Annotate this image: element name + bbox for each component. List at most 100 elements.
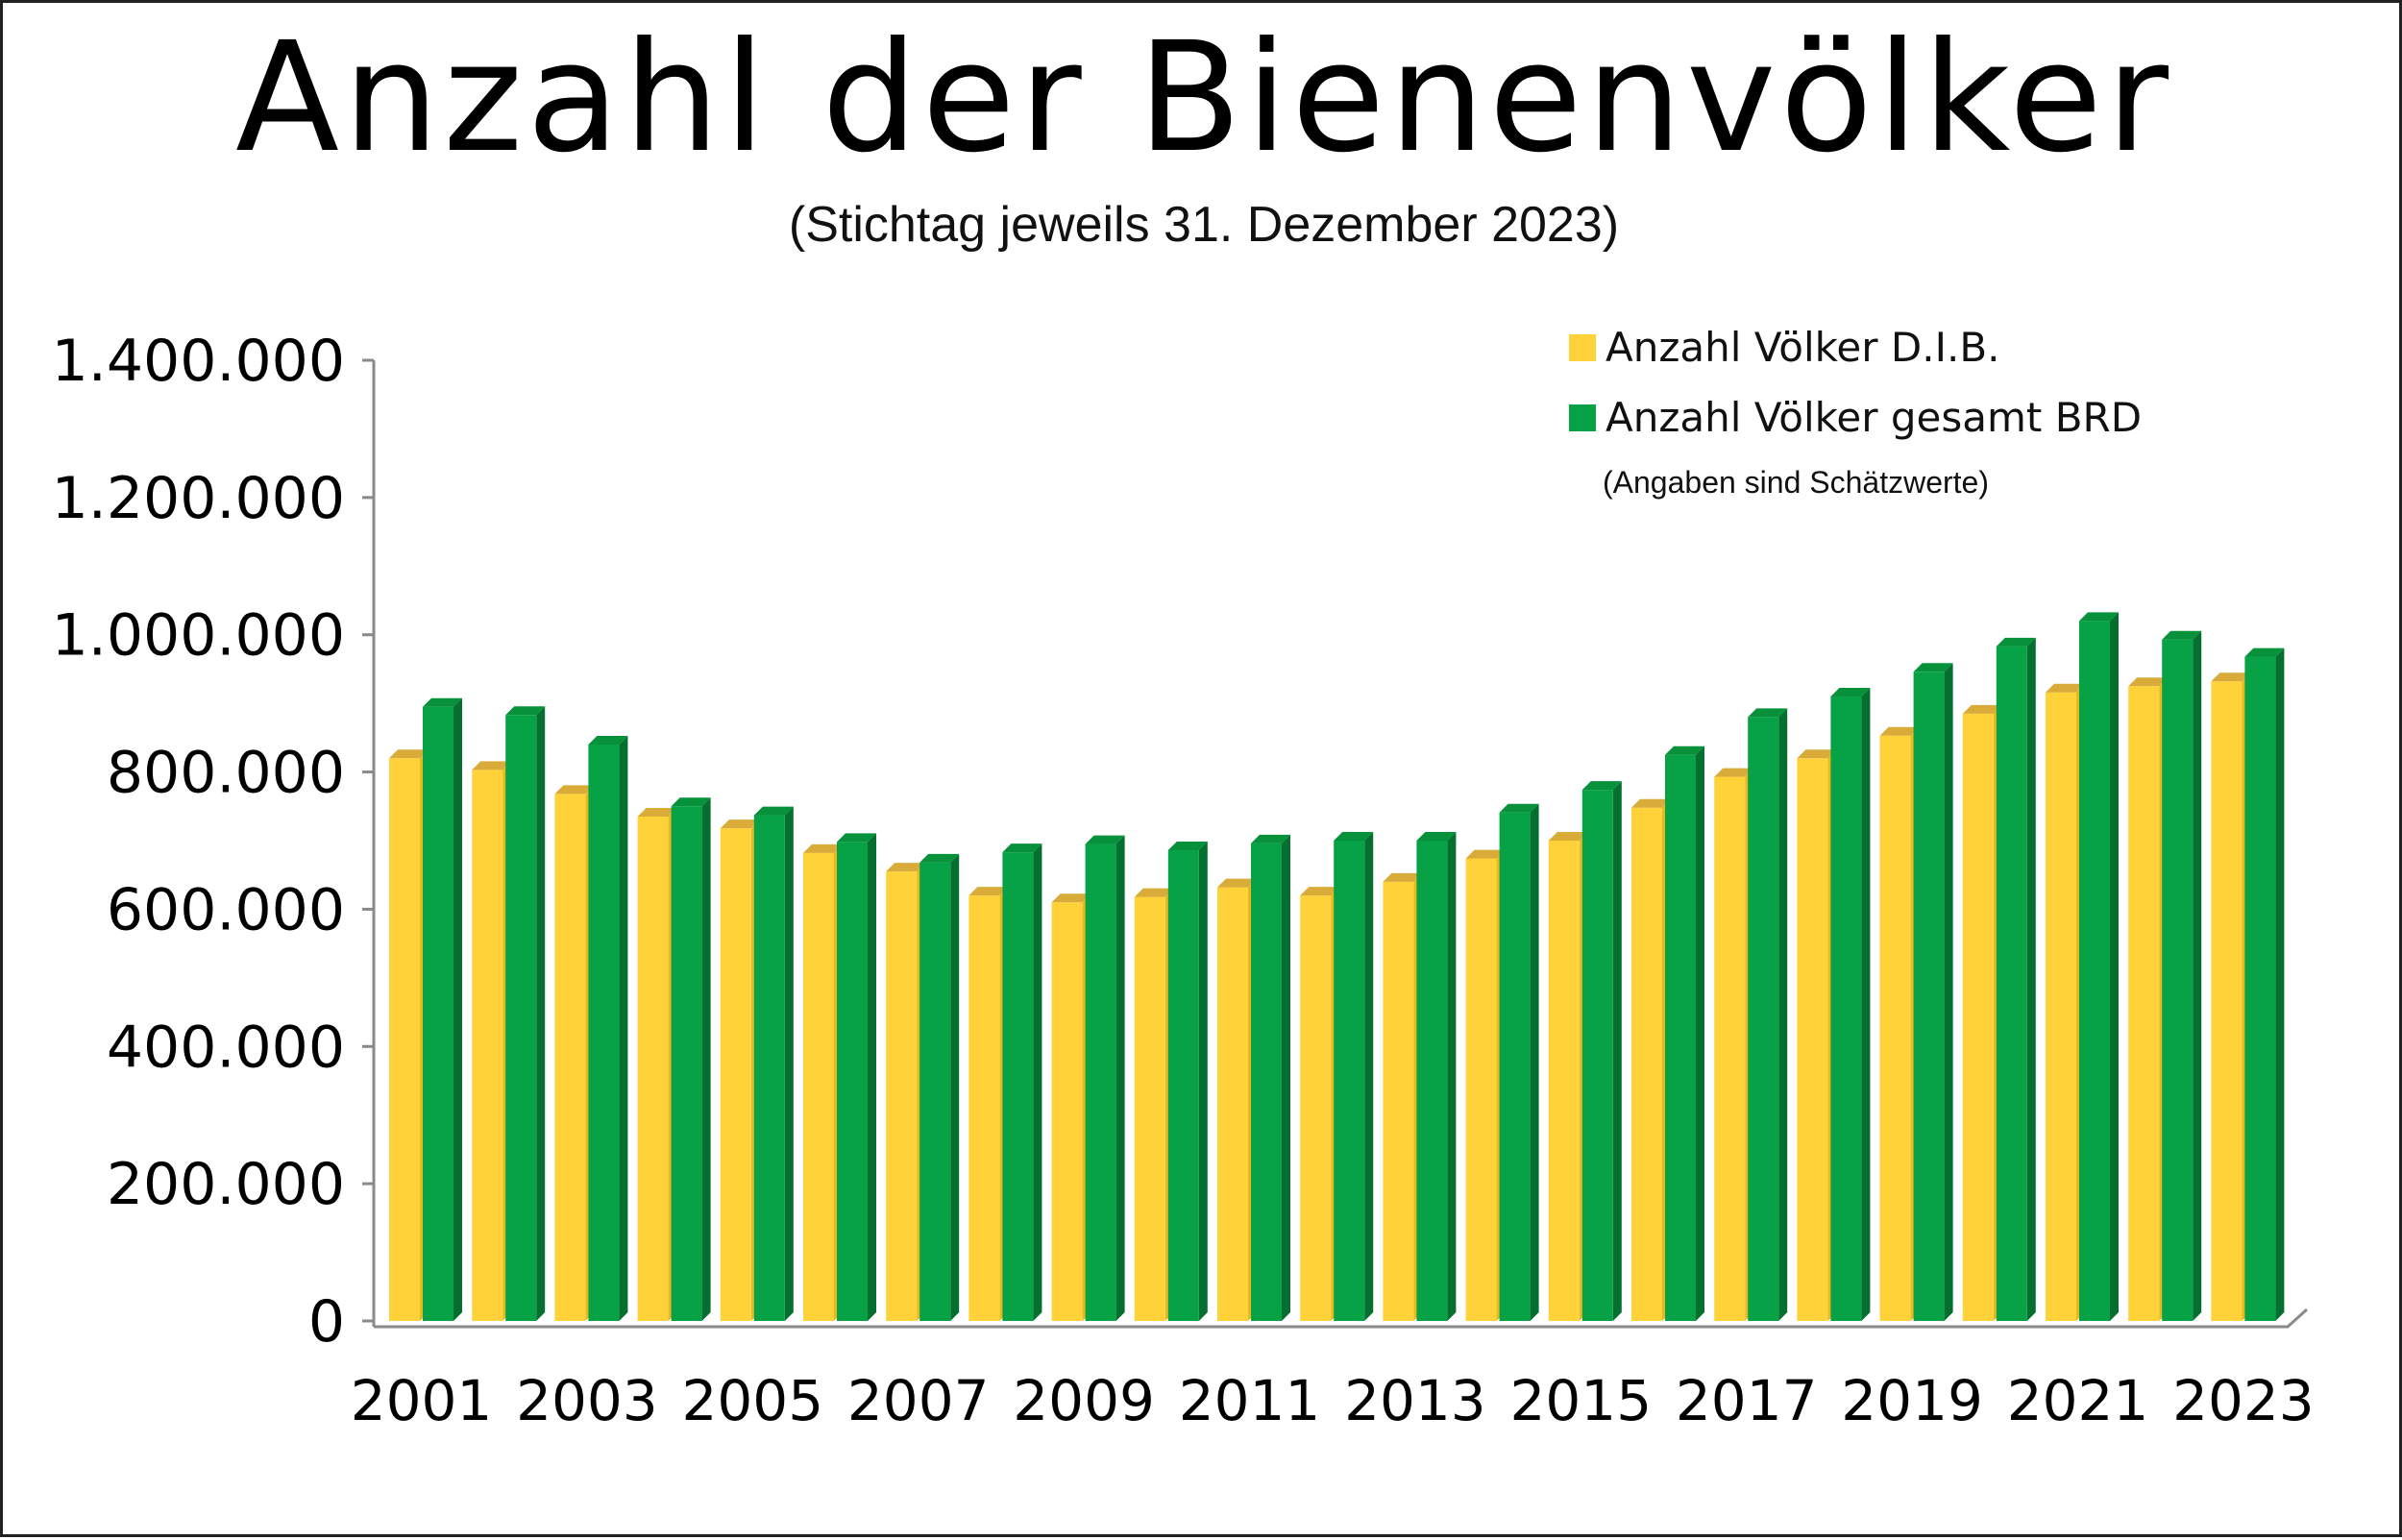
bar-front (1665, 754, 1696, 1321)
bar-front (1797, 758, 1828, 1321)
legend-swatch-dib (1569, 334, 1596, 361)
bar-front (1962, 713, 1994, 1321)
bar-front (886, 871, 918, 1321)
y-tick-label: 200.000 (107, 1151, 345, 1218)
bar-front (2162, 639, 2194, 1321)
bar-top (2128, 677, 2169, 687)
bar-dib-2010 (1134, 888, 1174, 1321)
bar-front (1548, 841, 1580, 1321)
bar-top (1797, 749, 1837, 759)
bar-brd-2003 (588, 736, 628, 1321)
bar-side (2110, 612, 2119, 1321)
bar-top (671, 797, 711, 807)
bar-dib-2022 (2128, 677, 2169, 1321)
bar-front (2128, 686, 2160, 1321)
bar-brd-2008 (1002, 843, 1042, 1321)
bar-front (1631, 807, 1662, 1321)
bar-brd-2017 (1748, 708, 1788, 1321)
x-axis-labels: 2001 2003 2005 2007 2009 2011 2013 2015 … (351, 1368, 2315, 1433)
bar-front (1996, 646, 2027, 1321)
bar-dib-2011 (1217, 878, 1257, 1321)
bar-top (1251, 834, 1290, 843)
bar-front (1830, 697, 1862, 1321)
bar-top (919, 853, 960, 863)
bar-brd-2006 (837, 833, 876, 1321)
bar-brd-2020 (1996, 637, 2036, 1321)
x-tick-label: 2007 (847, 1368, 990, 1433)
bar-side (1364, 832, 1374, 1321)
bar-dib-2004 (637, 808, 677, 1321)
bar-front (423, 706, 453, 1321)
bar-front (1748, 717, 1779, 1321)
bar-top (1217, 878, 1257, 888)
bar-chart: 0 200.000 400.000 600.000 800.000 1.000.… (52, 324, 2315, 1433)
y-axis-ticks (362, 358, 374, 1323)
bar-top (1465, 849, 1506, 859)
x-tick-label: 2005 (681, 1368, 823, 1433)
bar-side (950, 853, 960, 1321)
chart-title: Anzahl der Bienenvölker (234, 10, 2172, 186)
bar-side (2026, 637, 2036, 1321)
bar-dib-2001 (389, 749, 429, 1321)
bar-top (1962, 704, 2002, 714)
bar-top (1167, 842, 1208, 850)
bar-brd-2013 (1416, 832, 1457, 1321)
bar-dib-2020 (1962, 704, 2002, 1321)
y-tick-label: 1.200.000 (52, 465, 345, 532)
bar-front (389, 758, 420, 1321)
bar-brd-2023 (2244, 648, 2285, 1321)
bar-front (2046, 692, 2076, 1321)
bar-front (2079, 621, 2110, 1321)
bar-front (919, 862, 951, 1321)
chart-subtitle: (Stichtag jeweils 31. Dezember 2023) (788, 197, 1620, 253)
bar-front (1251, 843, 1282, 1321)
bar-front (1416, 841, 1448, 1321)
bar-side (1198, 842, 1208, 1321)
bar-brd-2009 (1085, 835, 1125, 1321)
legend-label-brd: Anzahl Völker gesamt BRD (1605, 394, 2142, 441)
bar-front (671, 806, 702, 1321)
bar-top (1134, 888, 1174, 897)
bar-front (1334, 841, 1365, 1321)
bar-dib-2023 (2211, 672, 2251, 1321)
x-tick-label: 2009 (1013, 1368, 1155, 1433)
bar-front (2211, 681, 2243, 1321)
bar-top (1581, 781, 1622, 791)
bar-dib-2021 (2046, 683, 2085, 1321)
bar-brd-2014 (1499, 803, 1539, 1321)
bar-top (2162, 630, 2202, 640)
bar-top (389, 749, 429, 759)
legend-swatch-brd (1569, 404, 1596, 431)
x-tick-label: 2013 (1344, 1368, 1486, 1433)
bar-dib-2008 (968, 887, 1009, 1321)
bar-side (1033, 843, 1042, 1321)
bar-top (423, 697, 462, 707)
bar-side (868, 833, 876, 1321)
bar-top (1748, 708, 1788, 718)
bar-brd-2016 (1665, 746, 1704, 1321)
bar-top (2046, 683, 2085, 693)
bar-front (2244, 656, 2276, 1321)
bar-front (472, 770, 503, 1321)
bar-brd-2007 (919, 853, 960, 1321)
x-tick-label: 2011 (1179, 1368, 1321, 1433)
bar-dib-2015 (1548, 832, 1588, 1321)
bar-top (1631, 798, 1671, 808)
bar-top (1051, 893, 1091, 903)
bar-top (1002, 843, 1042, 853)
bar-top (2211, 672, 2251, 682)
bar-top (505, 706, 546, 716)
bar-side (701, 797, 711, 1321)
bar-front (1085, 843, 1116, 1321)
bar-side (536, 706, 546, 1321)
bar-brd-2005 (753, 806, 794, 1321)
bar-side (2193, 630, 2202, 1321)
bar-top (2079, 612, 2119, 622)
chart-axes (362, 358, 2309, 1329)
bar-side (1944, 663, 1953, 1321)
bar-top (803, 843, 843, 853)
bar-front (1217, 887, 1248, 1321)
bar-front (968, 895, 1000, 1321)
bar-top (1548, 832, 1588, 841)
